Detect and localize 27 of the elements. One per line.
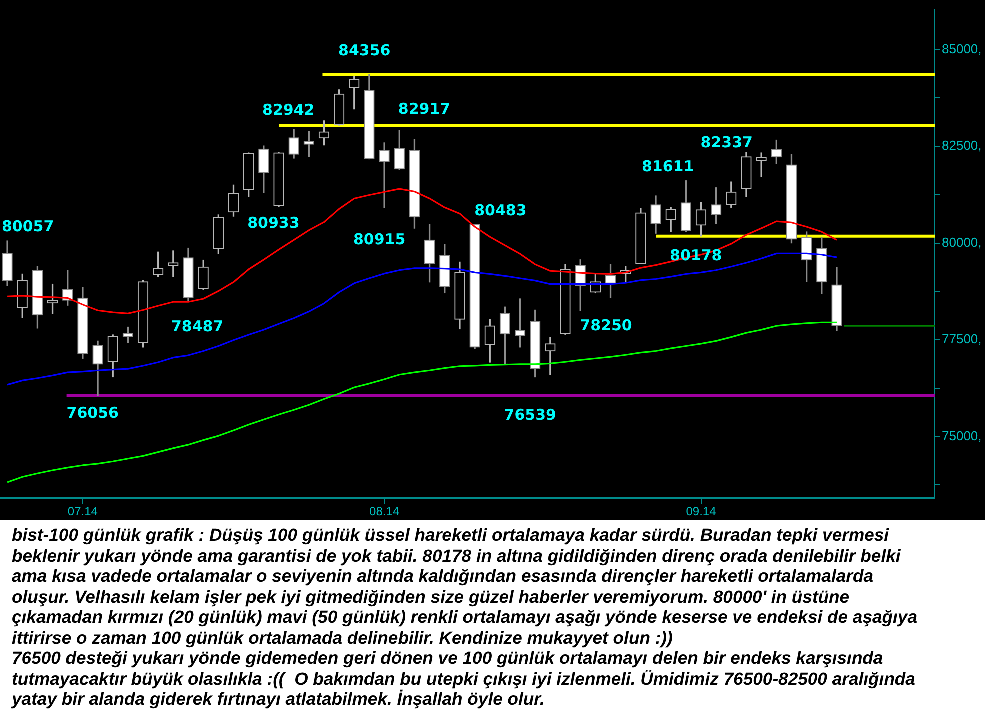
annotation: 76539 [504,406,556,424]
annotation: 84356 [338,42,391,60]
y-tick-label: 75000, [942,428,982,444]
annotation: 81611 [642,158,694,176]
annotation: 80915 [353,230,406,249]
annotation: 82917 [398,100,451,118]
candlestick [545,337,556,376]
annotation: 82942 [262,101,315,120]
candlestick [168,250,179,278]
annotation: 76056 [66,404,119,422]
y-tick-label: 82500, [942,138,982,154]
annotation: 80483 [474,202,527,220]
annotation: 78250 [580,316,632,335]
y-tick-label: 77500, [942,332,982,347]
x-tick-label: 07.14 [68,504,98,519]
annotation: 78487 [171,318,224,336]
x-tick-label: 09.14 [686,504,717,519]
y-tick-label: 85000, [942,41,982,56]
candlestick [379,142,390,208]
text: 76500 desteği yukarı yönde gidemeden geri dönen ve 100 günlük ortalamayı delen bir endeks karşısında tutmayacaktır büyük olasılıkla :(( O bakımdan bu utepki çıkışı iyi izlenmeli. Ümidimiz 76500-82500 aralığında yatay bir alanda giderek fırtınayı atlatabilmek. İnşallah öyle olur. [12,648,916,710]
annotation: 80933 [248,214,300,232]
text: bist-100 günlük grafik : Düşüş 100 günlük üssel hareketli ortalamaya kadar sürdü. Buradan tepki vermesi beklenir yukarı yönde ama garantisi de yok tabii. 80178 in altına gidildiğinden direnç orada denilebilir belki ama kısa vadede ortalamalar o seviyenin altında kaldığından esasında dirençler hareketli ortalamalarda oluşur. Velhasılı kelam işler pek iyi gitmediğinden size güzel haberler veremiyorum. 80000' in üstüne çıkamadan kırmızı (20 günlük) mavi (50 günlük) renkli ortalamayı aşağı yönde keserse ve endeksi de aşağıya ittirirse o zaman 100 günlük ortalamada delinebilir. Kendinize mukayyet olun :)) [12,525,918,648]
y-tick-label: 80000, [942,234,982,250]
x-tick-label: 08.14 [370,504,400,519]
annotation: 82337 [700,134,753,152]
annotation: 80057 [2,218,54,236]
candlestick [756,152,767,178]
